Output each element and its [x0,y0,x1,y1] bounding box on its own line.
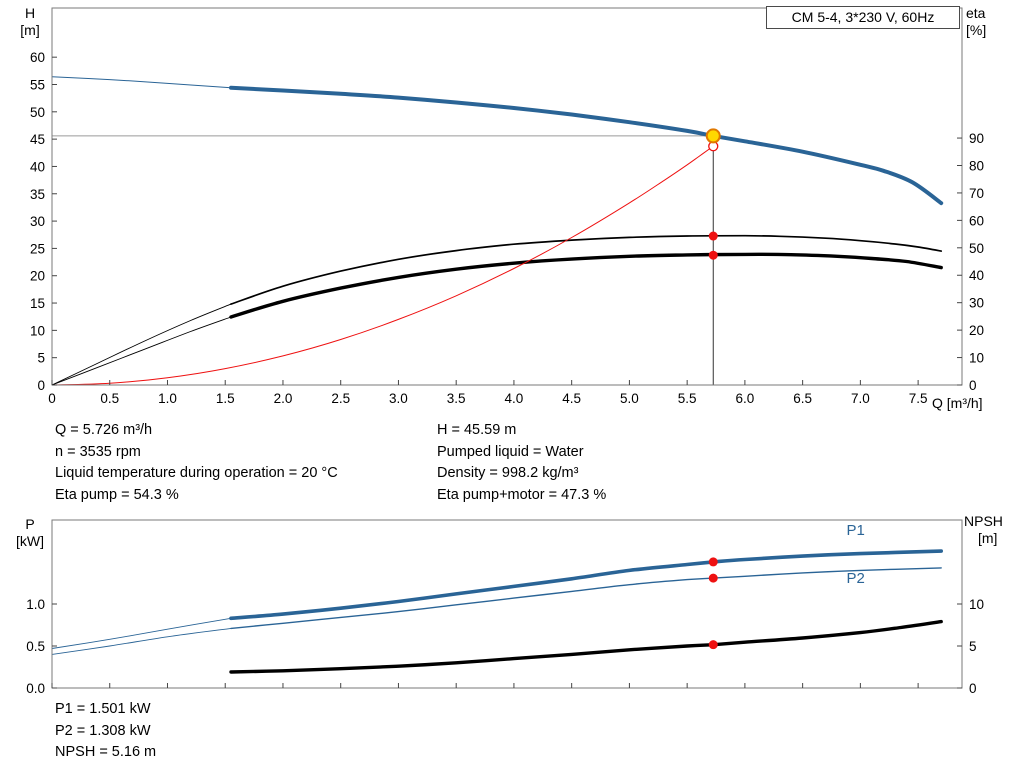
y-right-tick-label: 80 [969,158,984,173]
y-right-tick-label: 30 [969,296,984,311]
y-left-tick-label: 45 [30,132,45,147]
y-right-tick-label: 60 [969,213,984,228]
x-tick-label: 5.5 [678,391,697,406]
y-right-tick-label: 0 [969,681,977,696]
power-info: P1 = 1.501 kW P2 = 1.308 kW NPSH = 5.16 … [55,699,156,764]
y-right-tick-label: 40 [969,268,984,283]
y-left-tick-label: 5 [37,351,45,366]
x-tick-label: 4.5 [562,391,581,406]
y-right-tick-label: 10 [969,351,984,366]
y-right-tick-label: 70 [969,186,984,201]
x-tick-label: 5.0 [620,391,639,406]
plot-border [51,7,963,386]
eta-pump-duty-dot [708,231,718,241]
y-left-tick-label: 0 [37,378,45,393]
p2-curve [230,567,942,630]
y-left-tick-label: 15 [30,296,45,311]
info-npsh: NPSH = 5.16 m [55,744,157,761]
x-tick-label: 2.5 [331,391,350,406]
x-tick-label: 3.0 [389,391,408,406]
y-left-tick-label: 0.0 [26,681,45,696]
x-tick-label: 6.0 [736,391,755,406]
x-tick-label: 0 [48,391,56,406]
y-left-tick-label: 55 [30,77,45,92]
head-axis-unit: [m] [20,22,40,38]
flow-axis-title: Q [m³/h] [932,395,983,411]
info-eta-pump-motor: Eta pump+motor = 47.3 % [437,487,607,504]
info-eta-pump: Eta pump = 54.3 % [55,487,179,504]
y-left-tick-label: 10 [30,323,45,338]
y-right-tick-label: 20 [969,323,984,338]
power-axis-title: P [25,516,35,532]
p1-curve [229,549,943,621]
info-p1: P1 = 1.501 kW [55,701,151,717]
p2-duty-dot [708,573,718,583]
x-tick-label: 3.5 [447,391,466,406]
eta-pump-motor-duty-dot [708,250,718,260]
head-axis-title: H [24,5,36,21]
y-right-tick-label: 10 [969,597,984,612]
x-tick-label: 6.5 [793,391,812,406]
x-tick-label: 7.5 [909,391,928,406]
system-curve [51,145,714,386]
duty-info-right: H = 45.59 m Pumped liquid = Water Densit… [437,420,606,507]
info-density: Density = 998.2 kg/m³ [437,465,579,482]
info-liquid: Pumped liquid = Water [437,443,584,460]
p2-curve-extension [51,627,232,655]
eta-pump-motor-curve-extension [51,316,232,386]
eta-pump-motor-curve [229,252,943,319]
p1-curve-extension [51,617,232,649]
eta-axis-unit: [%] [966,22,987,38]
duty-point-marker[interactable] [705,128,721,144]
y-right-tick-label: 0 [969,378,977,393]
x-tick-label: 0.5 [100,391,119,406]
info-temperature: Liquid temperature during operation = 20… [55,465,338,482]
y-left-tick-label: 50 [30,105,45,120]
npsh-duty-dot [708,640,718,650]
y-right-tick-label: 90 [969,131,984,146]
y-left-tick-label: 60 [30,50,45,65]
pump-model-badge: CM 5-4, 3*230 V, 60Hz [766,6,960,29]
duty-info-left: Q = 5.726 m³/h n = 3535 rpm Liquid tempe… [55,420,338,507]
head-curve [229,85,944,206]
info-flow: Q = 5.726 m³/h [55,422,153,438]
info-head: H = 45.59 m [437,422,517,438]
y-left-tick-label: 25 [30,241,45,256]
eta-axis-title: eta [966,5,986,21]
head-efficiency-chart: 0 0.5 1.0 1.5 2.0 2.5 3.0 3.5 4.0 4.5 5.0 5.5 6.0 6.5… [30,7,984,406]
npsh-axis-unit: [m] [978,530,998,546]
x-tick-label: 1.5 [216,391,235,406]
plot-border [51,519,963,689]
y-left-tick-label: 30 [30,214,45,229]
x-tick-label: 1.0 [158,391,177,406]
npsh-curve [229,619,943,674]
npsh-axis-title: NPSH [964,513,1003,529]
y-left-tick-label: 1.0 [26,597,45,612]
info-speed: n = 3535 rpm [55,443,141,460]
y-left-tick-label: 40 [30,159,45,174]
y-left-tick-label: 0.5 [26,639,45,654]
x-tick-label: 2.0 [274,391,293,406]
eta-pump-curve-extension [51,303,232,386]
y-right-tick-label: 5 [969,639,977,654]
power-npsh-chart: 0.0 0.5 1.0 0 5 10 P1 P2 [26,519,984,696]
p1-duty-dot [708,557,718,567]
power-axis-unit: [kW] [16,533,44,549]
x-tick-label: 4.0 [505,391,524,406]
p1-curve-label: P1 [847,522,865,539]
info-p2: P2 = 1.308 kW [55,722,151,739]
y-left-tick-label: 20 [30,269,45,284]
y-left-tick-label: 35 [30,187,45,202]
head-curve-extension [51,76,232,89]
p2-curve-label: P2 [847,570,865,587]
y-right-tick-label: 50 [969,241,984,256]
x-tick-label: 7.0 [851,391,870,406]
eta-pump-curve [230,234,943,305]
